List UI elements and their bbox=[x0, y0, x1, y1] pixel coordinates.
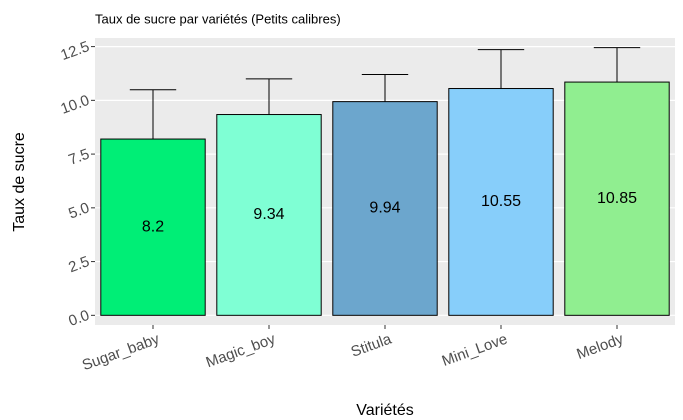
x-axis-title: Variétés bbox=[356, 402, 414, 419]
x-tick-label: Stitula bbox=[349, 330, 395, 360]
bar bbox=[564, 81, 670, 316]
x-tick-label: Sugar_baby bbox=[80, 330, 162, 374]
y-tick-label: 10.0 bbox=[58, 92, 91, 118]
y-tick-label: 5.0 bbox=[66, 199, 91, 222]
y-tick-label: 12.5 bbox=[58, 38, 91, 64]
y-tick-label: 7.5 bbox=[66, 146, 91, 169]
data-label: 10.85 bbox=[597, 190, 637, 207]
x-tick-label: Mini_Love bbox=[440, 331, 510, 370]
x-tick-label: Magic_boy bbox=[204, 330, 278, 371]
chart-title: Taux de sucre par variétés (Petits calib… bbox=[95, 11, 341, 26]
data-label: 9.34 bbox=[253, 206, 284, 223]
data-label: 9.94 bbox=[369, 200, 400, 217]
y-tick-label: 0.0 bbox=[66, 307, 91, 330]
y-axis-title: Taux de sucre bbox=[11, 132, 28, 232]
y-tick-label: 2.5 bbox=[66, 253, 91, 276]
bar bbox=[100, 138, 206, 316]
x-tick-label: Melody bbox=[574, 330, 626, 363]
bar bbox=[448, 88, 554, 316]
bar bbox=[332, 101, 438, 316]
data-label: 8.2 bbox=[142, 218, 164, 235]
data-label: 10.55 bbox=[481, 193, 521, 210]
bar bbox=[216, 114, 322, 316]
